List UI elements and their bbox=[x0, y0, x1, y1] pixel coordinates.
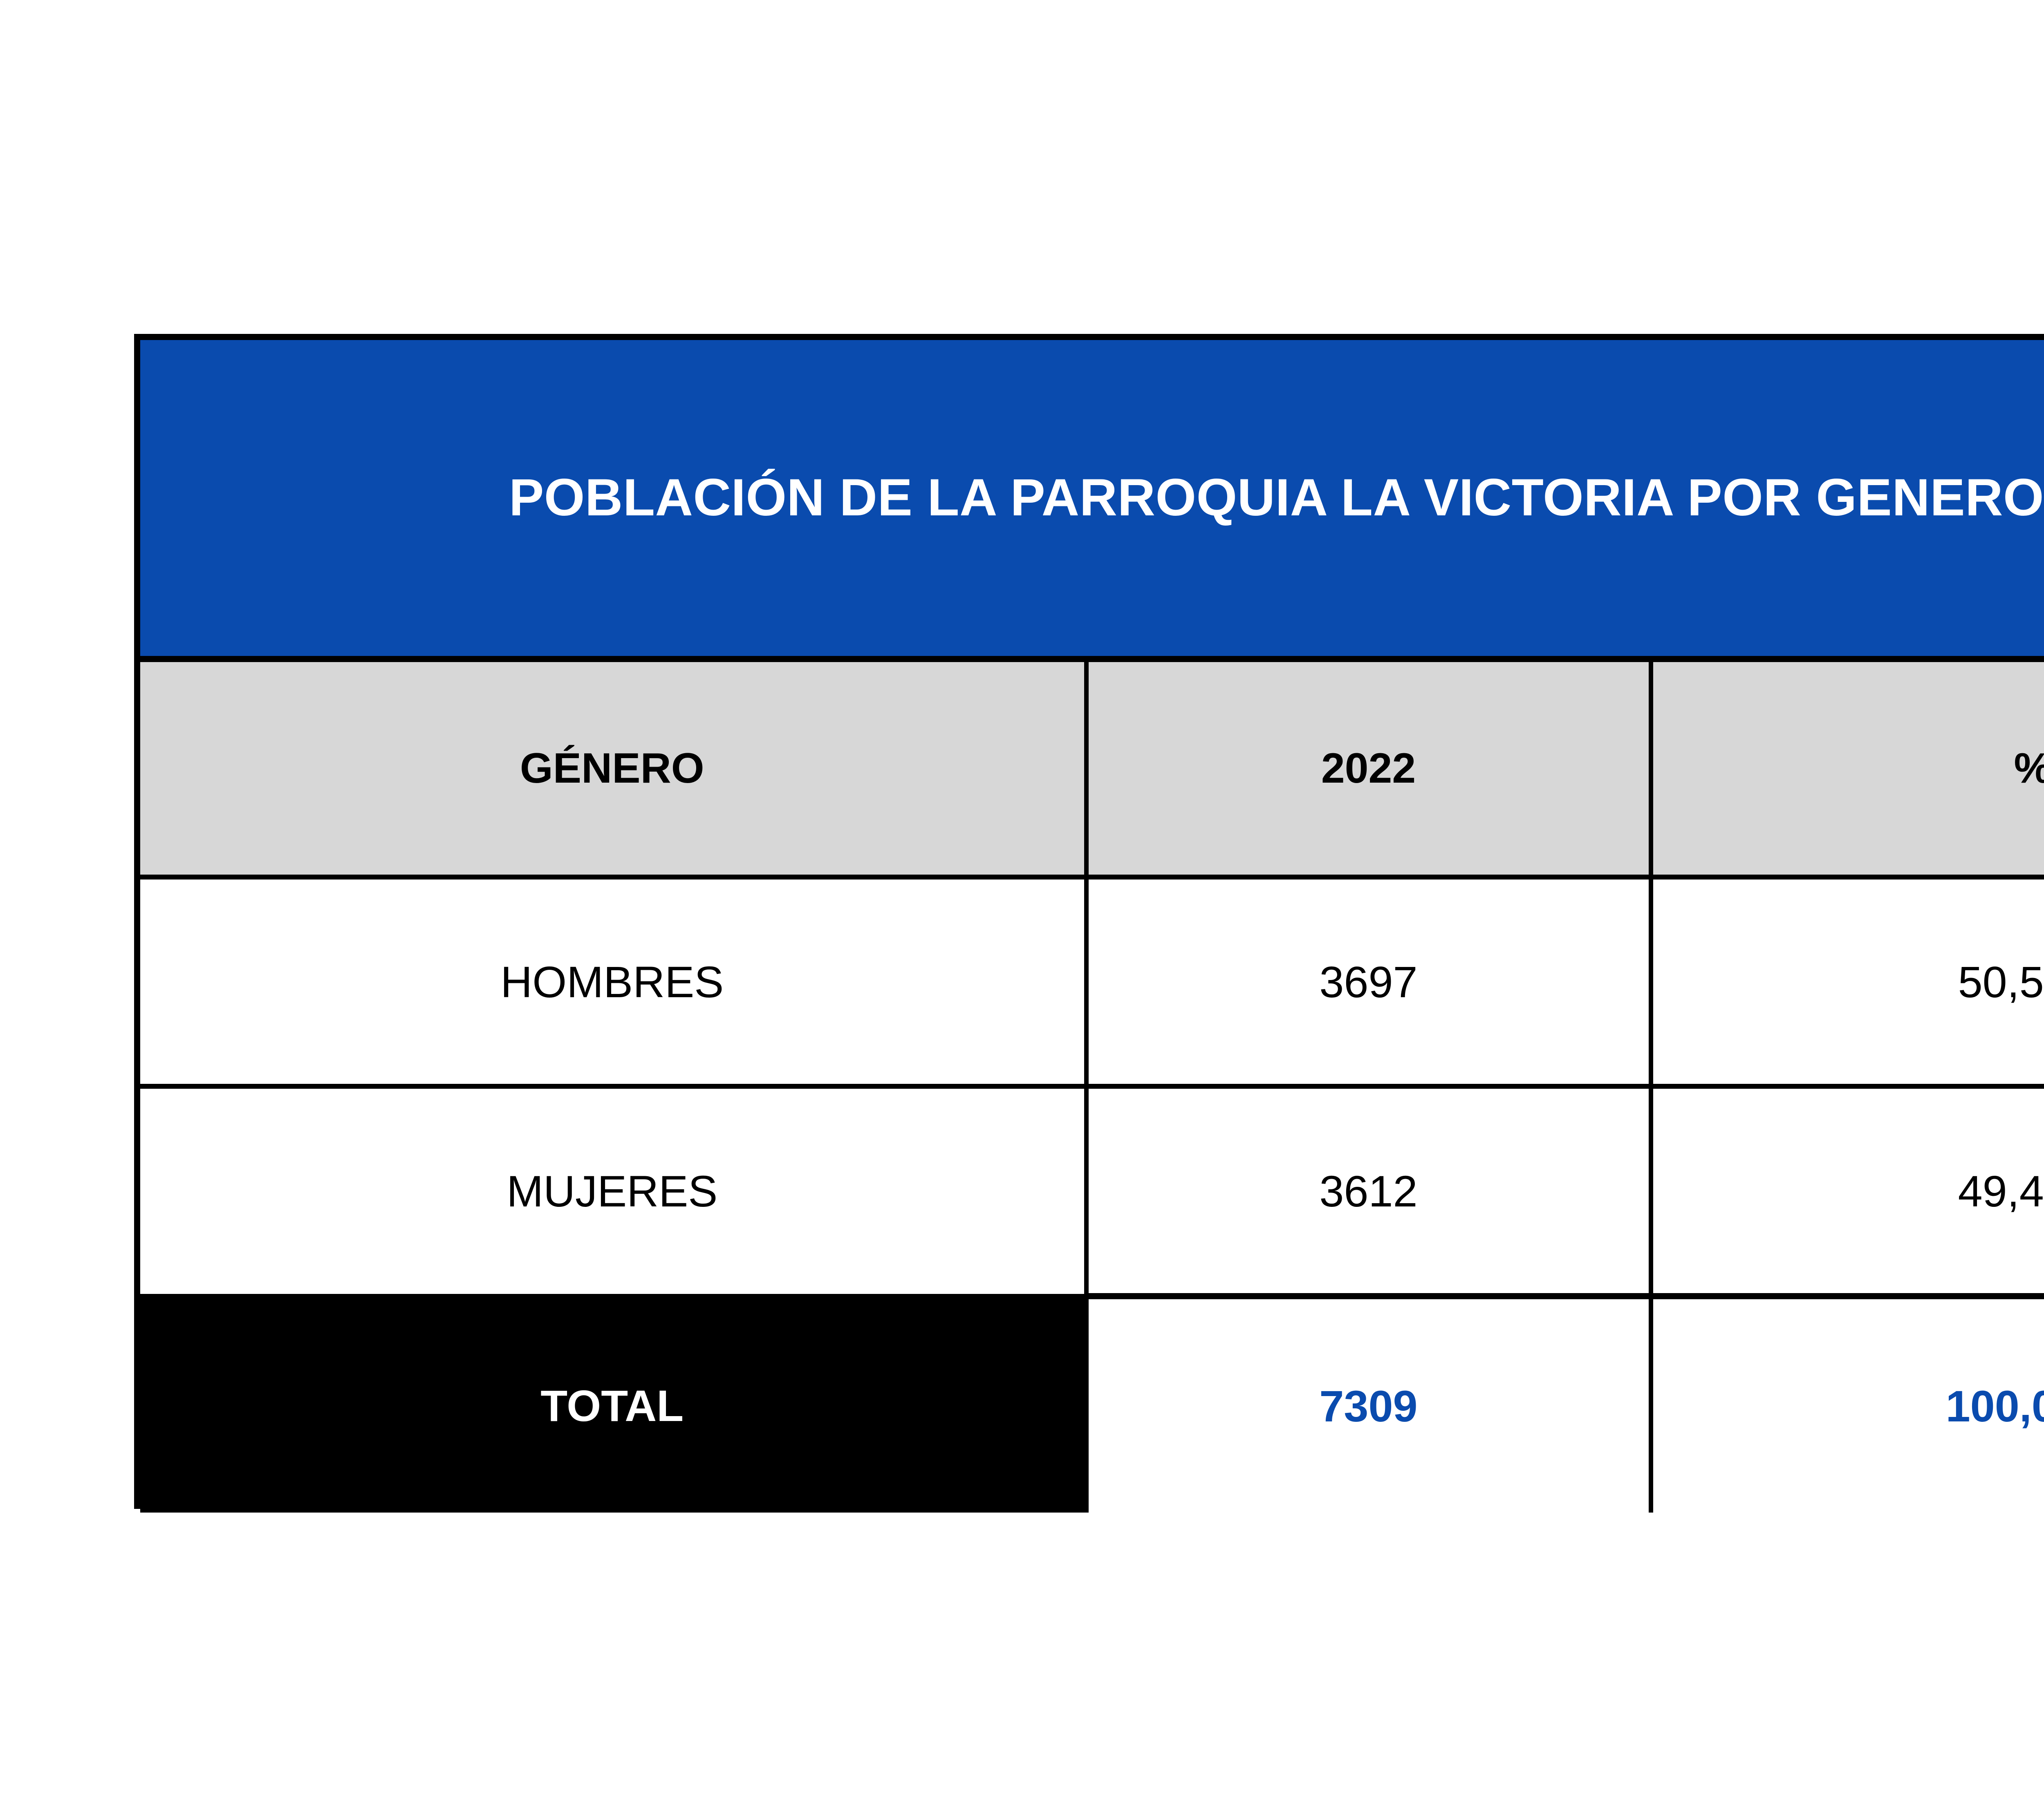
column-header-gender: GÉNERO bbox=[140, 659, 1086, 880]
table: POBLACIÓN DE LA PARROQUIA LA VICTORIA PO… bbox=[140, 340, 2044, 1513]
table-row: HOMBRES 3697 50,58% bbox=[140, 877, 2044, 1089]
cell-total-percent: 100,00% bbox=[1648, 1293, 2044, 1513]
cell-gender-mujeres: MUJERES bbox=[140, 1086, 1086, 1299]
cell-percent-hombres: 50,58% bbox=[1648, 877, 2044, 1089]
column-header-percent: % bbox=[1648, 659, 2044, 880]
cell-gender-hombres: HOMBRES bbox=[140, 877, 1086, 1089]
cell-count-mujeres: 3612 bbox=[1084, 1086, 1651, 1299]
page-title: POBLACIÓN DE LA PARROQUIA LA VICTORIA PO… bbox=[509, 468, 2044, 527]
cell-total-label: TOTAL bbox=[140, 1296, 1086, 1513]
table-row: MUJERES 3612 49,42% bbox=[140, 1086, 2044, 1299]
cell-count-hombres: 3697 bbox=[1084, 877, 1651, 1089]
column-header-year: 2022 bbox=[1084, 659, 1651, 880]
cell-percent-mujeres: 49,42% bbox=[1648, 1086, 2044, 1299]
table-header-row: GÉNERO 2022 % bbox=[140, 659, 2044, 880]
cell-total-count: 7309 bbox=[1084, 1293, 1651, 1513]
table-title-cell: POBLACIÓN DE LA PARROQUIA LA VICTORIA PO… bbox=[140, 340, 2044, 662]
table-title-row: POBLACIÓN DE LA PARROQUIA LA VICTORIA PO… bbox=[140, 340, 2044, 662]
population-table: POBLACIÓN DE LA PARROQUIA LA VICTORIA PO… bbox=[134, 334, 2044, 1513]
table-total-row: TOTAL 7309 100,00% bbox=[140, 1293, 2044, 1513]
